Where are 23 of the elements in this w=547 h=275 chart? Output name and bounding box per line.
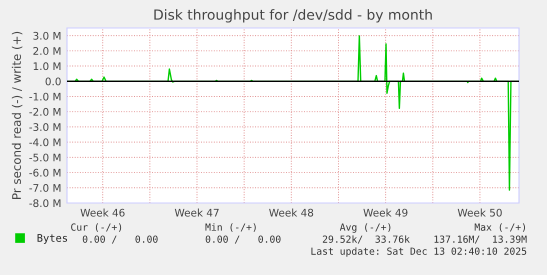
x-tick-label: Week 50 xyxy=(458,208,502,217)
y-axis-title: Pr second read (-) / write (+) xyxy=(12,32,22,199)
y-tick-label: -4.0 M xyxy=(29,138,60,146)
y-tick-label: 3.0 M xyxy=(33,32,60,40)
y-tick-label: -7.0 M xyxy=(29,184,60,192)
y-tick-label: -6.0 M xyxy=(29,168,60,177)
y-tick-label: -1.0 M xyxy=(29,92,60,101)
y-tick-label: 0.0 xyxy=(46,77,61,86)
chart-title: Disk throughput for /dev/sdd - by month xyxy=(154,9,432,23)
y-tick-label: 1.0 M xyxy=(34,62,60,70)
legend-label: Bytes xyxy=(38,234,68,244)
x-tick-label: Week 46 xyxy=(80,208,125,217)
text: Cur (-/+) Min (-/+) Avg (-/+) Max (-/+) xyxy=(71,223,525,233)
text: Last update: Sat Dec 13 02:40:10 2025 xyxy=(311,247,526,257)
y-tick-label: -3.0 M xyxy=(29,123,60,132)
x-tick-label: Week 49 xyxy=(363,208,408,217)
y-tick-label: -5.0 M xyxy=(29,154,60,162)
y-tick-label: -8.0 M xyxy=(29,199,60,208)
text: 0.00 / 0.00 0.00 / 0.00 29.52k/ 33.76k 137.16M/ 13.39M xyxy=(82,235,527,244)
x-tick-label: Week 47 xyxy=(174,208,219,217)
x-tick-label: Week 48 xyxy=(269,208,314,217)
y-tick-label: 2.0 M xyxy=(33,47,60,55)
y-tick-label: -2.0 M xyxy=(29,108,60,116)
